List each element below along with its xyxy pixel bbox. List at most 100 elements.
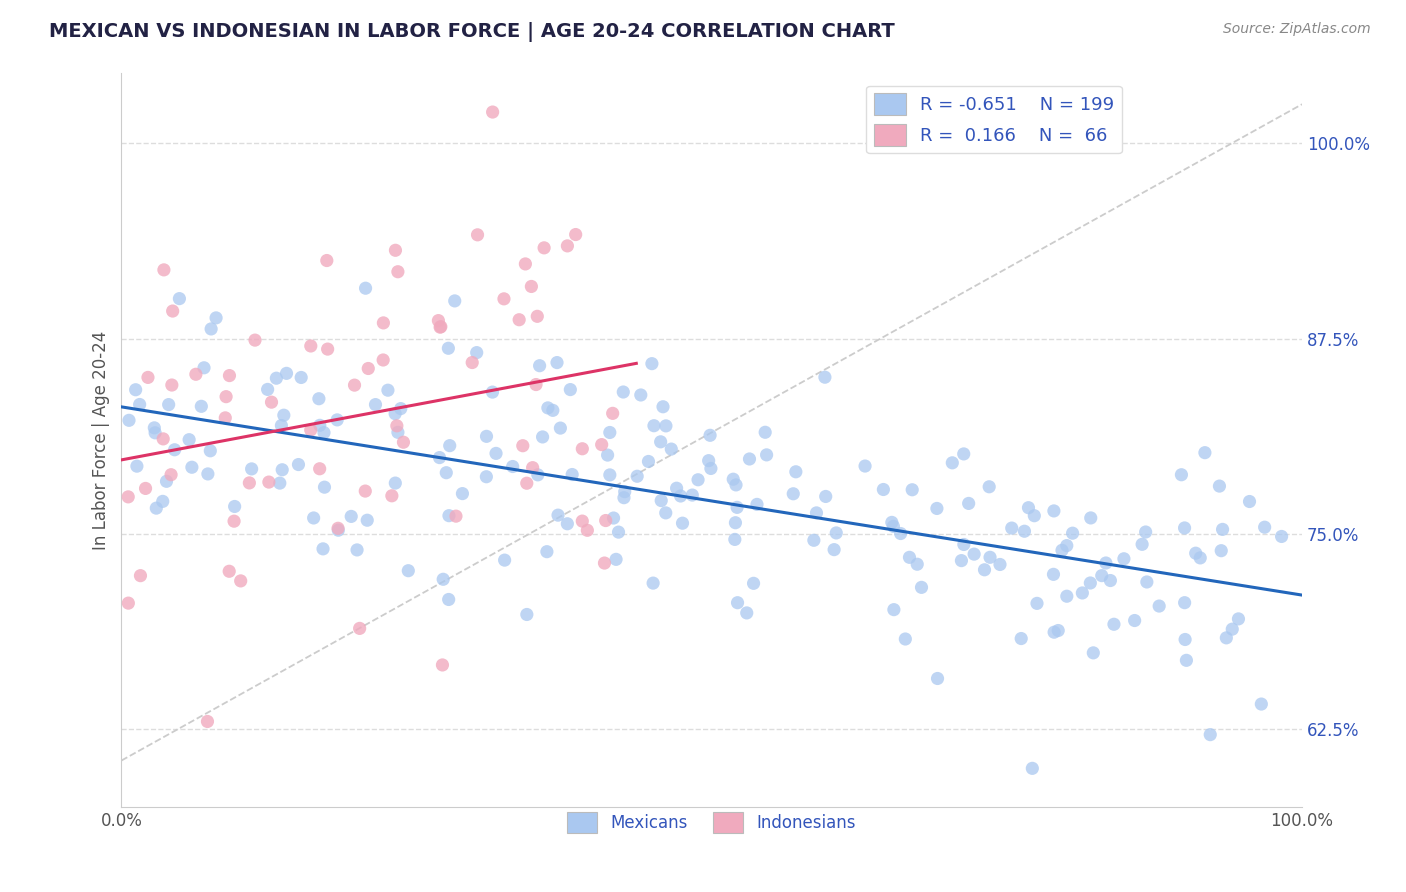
- Y-axis label: In Labor Force | Age 20-24: In Labor Force | Age 20-24: [93, 331, 110, 549]
- Point: [596, 448, 619, 462]
- Text: Source: ZipAtlas.com: Source: ZipAtlas.com: [1223, 22, 1371, 37]
- Point: [550, 421, 572, 435]
- Point: [650, 434, 672, 449]
- Point: [652, 400, 675, 414]
- Point: [612, 384, 634, 399]
- Point: [825, 525, 848, 540]
- Point: [1170, 467, 1192, 482]
- Point: [118, 413, 141, 427]
- Point: [755, 448, 778, 462]
- Point: [269, 476, 291, 491]
- Point: [467, 227, 489, 242]
- Point: [257, 475, 280, 489]
- Point: [427, 313, 450, 327]
- Point: [434, 466, 457, 480]
- Point: [925, 501, 948, 516]
- Point: [485, 446, 508, 460]
- Point: [125, 459, 148, 474]
- Point: [299, 339, 322, 353]
- Point: [681, 488, 703, 502]
- Point: [215, 390, 238, 404]
- Point: [1123, 614, 1146, 628]
- Point: [481, 105, 503, 120]
- Point: [229, 574, 252, 588]
- Point: [169, 292, 191, 306]
- Point: [214, 410, 236, 425]
- Point: [1184, 546, 1206, 560]
- Point: [650, 493, 672, 508]
- Point: [952, 447, 974, 461]
- Point: [502, 459, 524, 474]
- Point: [162, 304, 184, 318]
- Point: [853, 458, 876, 473]
- Point: [451, 486, 474, 500]
- Point: [613, 491, 636, 505]
- Point: [641, 357, 664, 371]
- Point: [1194, 445, 1216, 459]
- Point: [599, 467, 621, 482]
- Point: [607, 525, 630, 540]
- Point: [872, 483, 894, 497]
- Point: [343, 378, 366, 392]
- Point: [312, 425, 335, 440]
- Point: [655, 418, 678, 433]
- Point: [492, 292, 515, 306]
- Point: [526, 310, 548, 324]
- Point: [700, 461, 723, 475]
- Point: [953, 537, 976, 551]
- Point: [515, 257, 537, 271]
- Point: [1050, 543, 1073, 558]
- Point: [1062, 526, 1084, 541]
- Point: [356, 513, 378, 527]
- Point: [389, 401, 412, 416]
- Point: [287, 458, 309, 472]
- Point: [1056, 539, 1078, 553]
- Point: [326, 521, 349, 535]
- Point: [326, 413, 349, 427]
- Point: [593, 556, 616, 570]
- Point: [803, 533, 825, 548]
- Point: [152, 494, 174, 508]
- Point: [686, 473, 709, 487]
- Point: [890, 526, 912, 541]
- Point: [1043, 625, 1066, 640]
- Point: [1047, 624, 1070, 638]
- Point: [973, 563, 995, 577]
- Point: [637, 454, 659, 468]
- Point: [315, 253, 337, 268]
- Point: [1083, 646, 1105, 660]
- Point: [432, 572, 454, 586]
- Point: [524, 377, 547, 392]
- Point: [385, 418, 408, 433]
- Legend: Mexicans, Indonesians: Mexicans, Indonesians: [561, 805, 863, 839]
- Point: [160, 378, 183, 392]
- Point: [392, 435, 415, 450]
- Point: [197, 714, 219, 729]
- Point: [432, 657, 454, 672]
- Point: [595, 514, 617, 528]
- Point: [190, 400, 212, 414]
- Point: [1042, 567, 1064, 582]
- Point: [591, 437, 613, 451]
- Point: [444, 509, 467, 524]
- Point: [547, 508, 569, 523]
- Point: [143, 425, 166, 440]
- Point: [396, 564, 419, 578]
- Point: [643, 576, 665, 591]
- Point: [124, 383, 146, 397]
- Point: [1199, 728, 1222, 742]
- Point: [205, 310, 228, 325]
- Point: [894, 632, 917, 646]
- Point: [988, 558, 1011, 572]
- Point: [557, 239, 579, 253]
- Point: [522, 460, 544, 475]
- Point: [117, 490, 139, 504]
- Point: [724, 478, 747, 492]
- Point: [537, 401, 560, 415]
- Point: [571, 514, 593, 528]
- Point: [200, 322, 222, 336]
- Point: [671, 516, 693, 531]
- Point: [814, 370, 837, 384]
- Point: [1175, 653, 1198, 667]
- Point: [697, 453, 720, 467]
